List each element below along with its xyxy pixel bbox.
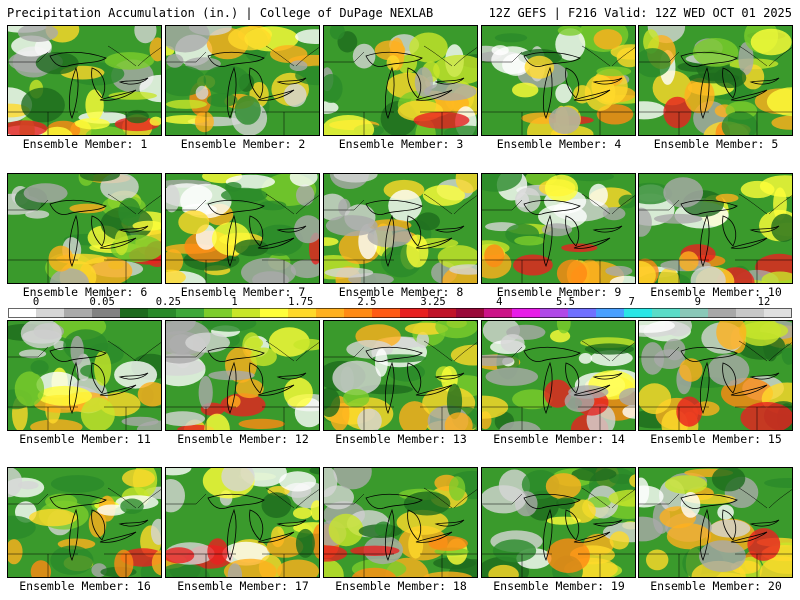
ensemble-member-label: Ensemble Member: 3 xyxy=(338,137,464,151)
colorbar-tick-label: 3.25 xyxy=(420,296,446,308)
colorbar-swatch xyxy=(652,308,681,318)
colorbar-swatch xyxy=(680,308,709,318)
colorbar-swatch xyxy=(540,308,569,318)
colorbar-tick-label: 2.5 xyxy=(357,296,377,308)
ensemble-member-label: Ensemble Member: 8 xyxy=(338,285,464,299)
ensemble-panel xyxy=(165,173,320,284)
colorbar-tick-label: 9 xyxy=(694,296,701,308)
colorbar-swatch xyxy=(8,308,37,318)
ensemble-panel xyxy=(7,467,162,578)
ensemble-member-label: Ensemble Member: 4 xyxy=(496,137,622,151)
colorbar-swatch xyxy=(512,308,541,318)
colorbar-swatch xyxy=(260,308,289,318)
ensemble-member-label: Ensemble Member: 14 xyxy=(493,432,625,446)
ensemble-member-label: Ensemble Member: 1 xyxy=(22,137,148,151)
colorbar-swatch xyxy=(568,308,597,318)
ensemble-panel xyxy=(638,25,793,136)
colorbar xyxy=(8,308,792,318)
colorbar-swatch xyxy=(708,308,737,318)
colorbar-swatch xyxy=(232,308,261,318)
valid-time: 12Z GEFS | F216 Valid: 12Z WED OCT 01 20… xyxy=(488,6,792,20)
ensemble-panel xyxy=(323,173,478,284)
colorbar-swatch xyxy=(456,308,485,318)
colorbar-swatch xyxy=(372,308,401,318)
colorbar-tick-label: 0 xyxy=(32,296,40,308)
ensemble-member-label: Ensemble Member: 6 xyxy=(22,285,148,299)
colorbar-swatch xyxy=(764,308,792,318)
ensemble-panel xyxy=(481,320,636,431)
colorbar-tick-label: 1 xyxy=(231,296,238,308)
colorbar-tick-label: 7 xyxy=(628,296,635,308)
colorbar-swatch xyxy=(176,308,205,318)
ensemble-member-label: Ensemble Member: 12 xyxy=(177,432,309,446)
page-title: Precipitation Accumulation (in.) | Colle… xyxy=(7,6,434,20)
ensemble-panel xyxy=(7,25,162,136)
colorbar-tick-label: 0.05 xyxy=(89,296,115,308)
colorbar-swatch xyxy=(596,308,625,318)
colorbar-tick-label: 0.25 xyxy=(155,296,182,308)
ensemble-member-label: Ensemble Member: 16 xyxy=(19,579,151,593)
ensemble-member-label: Ensemble Member: 5 xyxy=(653,137,779,151)
colorbar-swatch xyxy=(316,308,345,318)
ensemble-panel xyxy=(165,467,320,578)
colorbar-swatch xyxy=(288,308,317,318)
colorbar-swatch xyxy=(736,308,765,318)
colorbar-tick-label: 12 xyxy=(757,296,771,308)
ensemble-panel xyxy=(323,25,478,136)
ensemble-member-label: Ensemble Member: 18 xyxy=(335,579,467,593)
colorbar-swatch xyxy=(64,308,93,318)
colorbar-swatch xyxy=(36,308,65,318)
colorbar-swatch xyxy=(120,308,149,318)
colorbar-tick-label: 1.75 xyxy=(288,296,314,308)
ensemble-member-label: Ensemble Member: 20 xyxy=(650,579,782,593)
ensemble-member-label: Ensemble Member: 15 xyxy=(650,432,782,446)
ensemble-member-label: Ensemble Member: 7 xyxy=(180,285,306,299)
ensemble-panel xyxy=(323,467,478,578)
colorbar-swatch xyxy=(484,308,513,318)
colorbar-swatch xyxy=(92,308,121,318)
colorbar-swatch xyxy=(624,308,653,318)
ensemble-panel xyxy=(165,25,320,136)
ensemble-panel xyxy=(323,320,478,431)
ensemble-member-label: Ensemble Member: 11 xyxy=(19,432,151,446)
ensemble-panel xyxy=(638,320,793,431)
colorbar-tick-label: 5.5 xyxy=(555,296,575,308)
ensemble-member-label: Ensemble Member: 2 xyxy=(180,137,306,151)
ensemble-member-label: Ensemble Member: 19 xyxy=(493,579,625,593)
ensemble-panel xyxy=(165,320,320,431)
ensemble-panel xyxy=(481,173,636,284)
colorbar-tick-label: 4 xyxy=(496,296,503,308)
colorbar-swatch xyxy=(148,308,177,318)
ensemble-panel xyxy=(481,467,636,578)
ensemble-member-label: Ensemble Member: 17 xyxy=(177,579,309,593)
ensemble-member-label: Ensemble Member: 9 xyxy=(496,285,622,299)
colorbar-swatch xyxy=(344,308,373,318)
ensemble-panel xyxy=(638,467,793,578)
colorbar-swatch xyxy=(204,308,233,318)
colorbar-swatch xyxy=(428,308,457,318)
ensemble-member-label: Ensemble Member: 10 xyxy=(650,285,782,299)
ensemble-panel xyxy=(638,173,793,284)
colorbar-swatch xyxy=(400,308,429,318)
ensemble-panel xyxy=(7,320,162,431)
ensemble-panel xyxy=(481,25,636,136)
ensemble-member-label: Ensemble Member: 13 xyxy=(335,432,467,446)
ensemble-panel xyxy=(7,173,162,284)
